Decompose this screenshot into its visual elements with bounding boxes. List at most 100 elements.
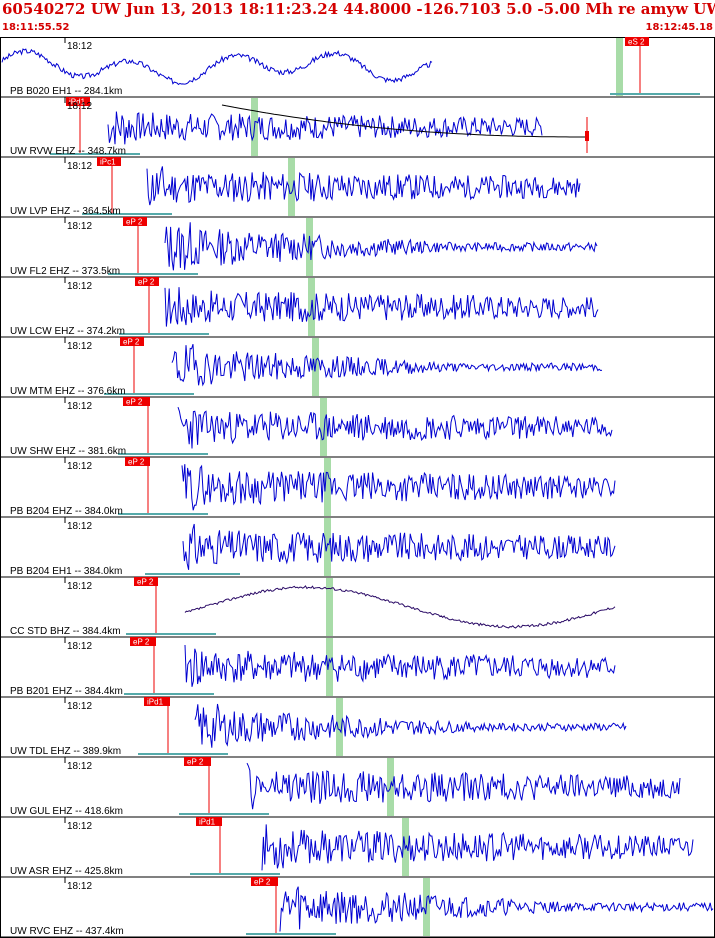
pick-label: eP 2 (123, 338, 140, 347)
station-label: PB B204 EH1 -- 384.0km (10, 566, 122, 577)
pick-label: eP 2 (137, 578, 154, 587)
trace-panel: eP 2 18:12 UW LCW EHZ -- 374.2km (0, 277, 715, 338)
pick-label: iPd1 (147, 698, 164, 707)
waveform (171, 343, 603, 387)
pick-label: iPd1 (69, 98, 86, 107)
window-start-time: 18:11:55.52 (2, 22, 70, 33)
time-mark-label: 18:12 (67, 461, 92, 472)
trace-panel: eP 2 18:12 PB B204 EHZ -- 384.0km (0, 457, 715, 518)
station-label: UW TDL EHZ -- 389.9km (10, 746, 121, 757)
pick-flag (123, 397, 150, 406)
station-label: PB B201 EHZ -- 384.4km (10, 686, 123, 697)
pick-flag (196, 817, 222, 826)
station-label: UW ASR EHZ -- 425.8km (10, 866, 123, 877)
trace-panel: eP 2 18:12 UW RVC EHZ -- 437.4km (0, 877, 715, 938)
pick-flag (251, 877, 278, 886)
pick-label: eS 2 (628, 38, 645, 47)
predicted-arrival-marker (616, 38, 623, 96)
pick-label: iPc1 (100, 158, 116, 167)
event-header-title: 60540272 UW Jun 13, 2013 18:11:23.24 44.… (2, 0, 715, 18)
trace-panel: eP 2 18:12 UW SHW EHZ -- 381.6km (0, 397, 715, 458)
predicted-arrival-marker (288, 158, 295, 216)
time-mark-label: 18:12 (67, 881, 92, 892)
predicted-arrival-marker (324, 518, 331, 576)
waveform (177, 406, 613, 449)
pick-flag (130, 637, 156, 646)
pick-label: eP 2 (133, 638, 150, 647)
station-label: PB B204 EHZ -- 384.0km (10, 506, 123, 517)
trace-panel: iPd1 18:12 UW TDL EHZ -- 389.9km (0, 697, 715, 758)
station-label: UW GUL EHZ -- 418.6km (10, 806, 123, 817)
station-label: UW FL2 EHZ -- 373.5km (10, 266, 120, 277)
pick-label: eP 2 (187, 758, 204, 767)
travel-time-curve-line (221, 104, 586, 138)
station-label: UW LCW EHZ -- 374.2km (10, 326, 125, 337)
waveform (182, 523, 616, 570)
trace-panel: eS 2 18:12 PB B020 EH1 -- 284.1km (0, 37, 715, 98)
waveform (194, 703, 627, 748)
pick-label: eP 2 (138, 278, 155, 287)
predicted-arrival-marker (324, 458, 331, 516)
pick-flag (120, 337, 144, 346)
curve-end-marker (585, 131, 589, 141)
station-label: UW RVW EHZ -- 348.7km (10, 146, 126, 157)
predicted-arrival-marker (336, 698, 343, 756)
pick-flag (135, 277, 159, 286)
time-mark-label: 18:12 (67, 281, 92, 292)
waveform (164, 287, 599, 327)
predicted-arrival-marker (306, 218, 313, 276)
pick-label: eP 2 (126, 218, 143, 227)
pick-label: eP 2 (254, 878, 271, 887)
time-mark-label: 18:12 (67, 221, 92, 232)
waveform (246, 762, 681, 810)
station-label: UW MTM EHZ -- 376.6km (10, 386, 126, 397)
station-label: UW SHW EHZ -- 381.6km (10, 446, 126, 457)
station-label: UW RVC EHZ -- 437.4km (10, 926, 124, 937)
predicted-arrival-marker (326, 638, 333, 696)
time-mark-label: 18:12 (67, 581, 92, 592)
time-mark-label: 18:12 (67, 401, 92, 412)
trace-panel: eP 2 18:12 CC STD BHZ -- 384.4km (0, 577, 715, 638)
time-mark-label: 18:12 (67, 761, 92, 772)
trace-panel: iPc1 18:12 UW LVP EHZ -- 364.5km (0, 157, 715, 218)
time-mark-label: 18:12 (67, 341, 92, 352)
waveform (261, 824, 694, 871)
pick-flag (625, 37, 649, 46)
pick-label: iPd1 (199, 818, 216, 827)
time-mark-label: 18:12 (67, 41, 92, 52)
time-mark-label: 18:12 (67, 821, 92, 832)
predicted-arrival-marker (326, 578, 333, 636)
plot-border (0, 37, 715, 938)
pick-label: eP 2 (128, 458, 145, 467)
pick-flag (123, 217, 147, 226)
waveform (184, 585, 616, 629)
trace-panel: eP 2 18:12 UW MTM EHZ -- 376.6km (0, 337, 715, 398)
waveform (181, 464, 616, 511)
time-mark-label: 18:12 (67, 521, 92, 532)
pick-flag (125, 457, 150, 466)
station-label: UW LVP EHZ -- 364.5km (10, 206, 121, 217)
pick-flag (97, 157, 121, 166)
waveform (279, 886, 714, 932)
waveform (164, 222, 598, 271)
trace-panel: eP 2 18:12 UW FL2 EHZ -- 373.5km (0, 217, 715, 278)
trace-panel: eP 2 18:12 UW GUL EHZ -- 418.6km (0, 757, 715, 818)
time-mark-label: 18:12 (67, 701, 92, 712)
pick-flag (144, 697, 170, 706)
trace-panel: eP 2 18:12 PB B201 EHZ -- 384.4km (0, 637, 715, 698)
trace-panel: iPd1 18:12 UW ASR EHZ -- 425.8km (0, 817, 715, 878)
pick-flag (134, 577, 158, 586)
time-mark-label: 18:12 (67, 101, 92, 112)
window-end-time: 18:12:45.18 (645, 22, 713, 33)
pick-label: eP 2 (126, 398, 143, 407)
time-mark-label: 18:12 (67, 161, 92, 172)
station-label: CC STD BHZ -- 384.4km (10, 626, 121, 637)
waveform (146, 166, 581, 206)
travel-time-curve (221, 104, 589, 153)
trace-panel: 18:12 PB B204 EH1 -- 384.0km (0, 517, 715, 578)
waveform (184, 644, 616, 687)
pick-flag (66, 97, 90, 106)
pick-flag (184, 757, 211, 766)
